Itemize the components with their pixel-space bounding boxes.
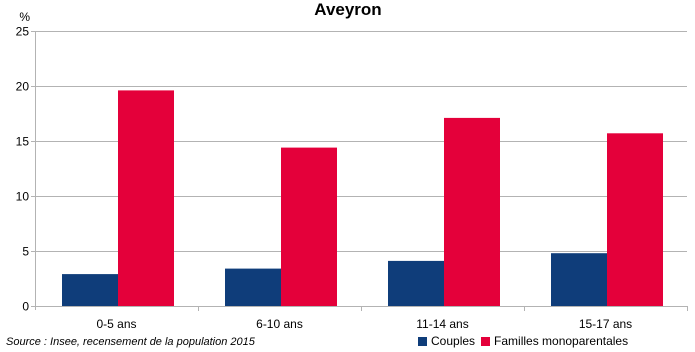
x-tick-label: 11-14 ans (416, 317, 468, 331)
y-tick-label: 15 (16, 135, 30, 149)
x-tick-label: 0-5 ans (96, 317, 136, 331)
bar-familles-monoparentales-3 (444, 117, 500, 307)
y-tick-label: 20 (16, 80, 30, 94)
bar-couples-3 (388, 260, 444, 306)
x-axis-ticks: 0-5 ans 6-10 ans 11-14 ans 15-17 ans (96, 306, 688, 331)
y-tick-label: 10 (16, 190, 30, 204)
y-axis-ticks: 0 5 10 15 20 25 (16, 25, 35, 314)
legend-item-couples: Couples (418, 334, 475, 348)
y-axis-unit: % (19, 10, 30, 24)
chart-title: Aveyron (314, 0, 381, 19)
bar-couples-1 (62, 274, 118, 306)
legend-label-familles: Familles monoparentales (494, 334, 629, 348)
legend-swatch-familles (481, 336, 491, 346)
y-tick-label: 0 (22, 300, 29, 314)
x-tick-label: 15-17 ans (579, 317, 632, 331)
legend-label-couples: Couples (431, 334, 476, 348)
source-note: Source : Insee, recensement de la popula… (6, 336, 255, 348)
chart-legend: Couples Familles monoparentales (418, 334, 634, 348)
bar-familles-monoparentales-2 (281, 147, 337, 306)
legend-swatch-couples (418, 336, 427, 346)
x-tick-label: 6-10 ans (256, 317, 303, 331)
bar-familles-monoparentales-4 (607, 133, 663, 306)
bars (62, 90, 663, 307)
bar-couples-4 (551, 253, 607, 306)
bar-couples-2 (225, 268, 281, 306)
legend-item-familles: Familles monoparentales (481, 334, 628, 348)
y-tick-label: 25 (16, 25, 30, 39)
bar-familles-monoparentales-1 (118, 90, 174, 307)
y-tick-label: 5 (22, 245, 29, 259)
